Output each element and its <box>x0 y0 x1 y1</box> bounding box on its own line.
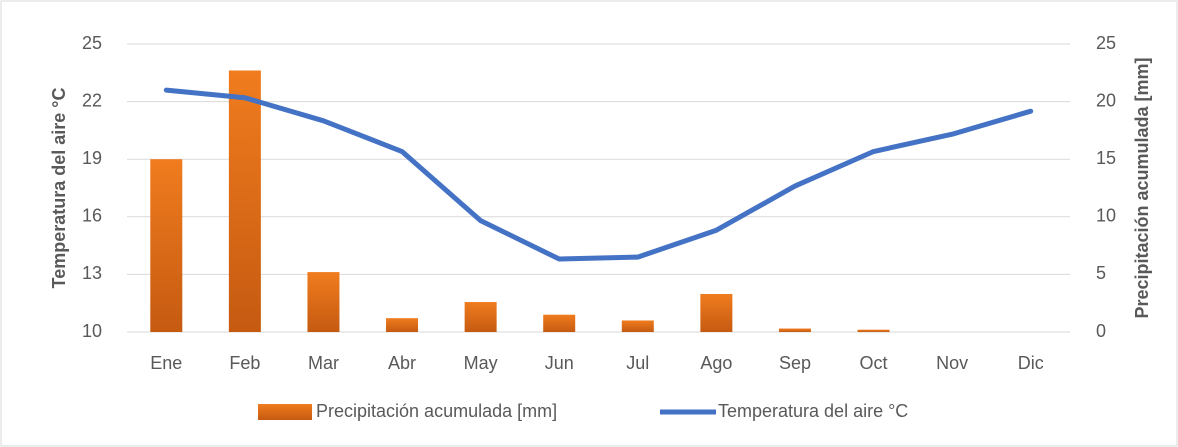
x-tick-label: Abr <box>388 353 416 373</box>
bar <box>386 318 419 332</box>
x-tick-label: Jul <box>626 353 649 373</box>
x-tick-label: Ene <box>150 353 182 373</box>
x-tick-label: Mar <box>308 353 339 373</box>
legend-label: Temperatura del aire °C <box>718 401 908 421</box>
x-tick-label: Jun <box>545 353 574 373</box>
y2-tick-label: 0 <box>1096 321 1106 341</box>
y2-tick-label: 25 <box>1096 33 1116 53</box>
legend-swatch <box>258 404 312 420</box>
bar <box>700 293 733 332</box>
x-tick-label: Dic <box>1018 353 1044 373</box>
x-tick-label: Oct <box>860 353 888 373</box>
bar <box>857 329 890 332</box>
y-axis-title: Temperatura del aire °C <box>49 88 69 289</box>
y2-tick-label: 15 <box>1096 148 1116 168</box>
line <box>163 87 1034 262</box>
x-tick-label: Ago <box>700 353 732 373</box>
y-tick-label: 19 <box>82 148 102 168</box>
bar <box>307 272 340 332</box>
y-tick-label: 10 <box>82 321 102 341</box>
y2-tick-label: 5 <box>1096 263 1106 283</box>
y-tick-label: 25 <box>82 33 102 53</box>
x-tick-label: Nov <box>936 353 968 373</box>
x-tick-label: May <box>464 353 498 373</box>
y-tick-label: 22 <box>82 90 102 110</box>
x-tick-label: Sep <box>779 353 811 373</box>
x-tick-label: Feb <box>229 353 260 373</box>
y2-tick-label: 10 <box>1096 206 1116 226</box>
bar <box>778 328 811 332</box>
y2-axis-title: Precipitación acumulada [mm] <box>1132 57 1152 318</box>
legend-label: Precipitación acumulada [mm] <box>316 401 557 421</box>
bar <box>150 159 183 332</box>
bar <box>464 302 497 332</box>
y-tick-label: 13 <box>82 263 102 283</box>
bar <box>228 70 261 332</box>
bar <box>621 320 654 332</box>
y2-tick-label: 20 <box>1096 90 1116 110</box>
y-tick-label: 16 <box>82 206 102 226</box>
bar <box>543 314 576 332</box>
